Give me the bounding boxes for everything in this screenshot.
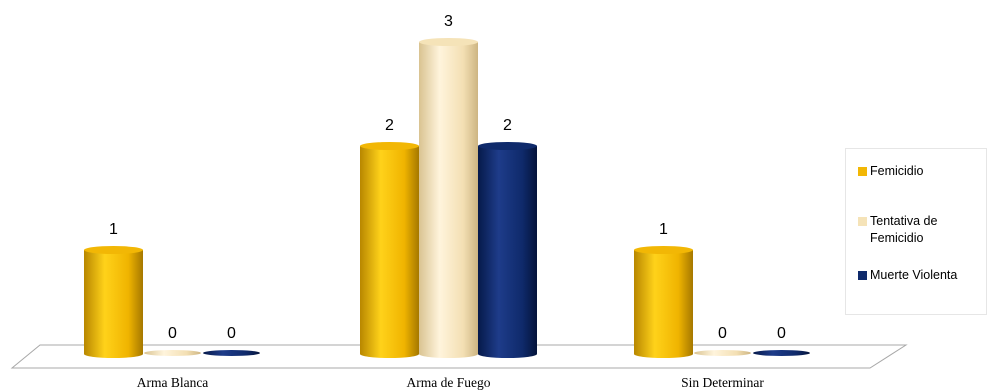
bar-top bbox=[634, 246, 693, 254]
bar-femicidio bbox=[360, 142, 419, 358]
legend: Femicidio Tentativa de Femicidio Muerte … bbox=[845, 148, 987, 315]
legend-swatch-muerte-violenta bbox=[858, 271, 867, 280]
bar-top bbox=[419, 38, 478, 46]
data-label: 3 bbox=[444, 13, 453, 30]
bar-muerte-violenta bbox=[753, 350, 810, 356]
category-label: Sin Determinar bbox=[681, 375, 764, 390]
legend-swatch-femicidio bbox=[858, 167, 867, 176]
bar-base bbox=[84, 350, 143, 358]
bar-body bbox=[634, 250, 693, 354]
legend-item-tentativa: Tentativa de Femicidio bbox=[858, 213, 985, 247]
data-label: 2 bbox=[503, 117, 512, 134]
bar-body bbox=[419, 42, 478, 354]
bar-flat bbox=[694, 350, 751, 356]
bar-tentativa-de-femicidio bbox=[419, 38, 478, 358]
bar-top bbox=[360, 142, 419, 150]
data-label: 0 bbox=[718, 325, 727, 342]
bar-base bbox=[360, 350, 419, 358]
category-label: Arma Blanca bbox=[137, 375, 209, 390]
bar-base bbox=[478, 350, 537, 358]
category-label: Arma de Fuego bbox=[407, 375, 491, 390]
bar-femicidio bbox=[84, 246, 143, 358]
legend-item-femicidio: Femicidio bbox=[858, 163, 985, 180]
bar-tentativa-de-femicidio bbox=[694, 350, 751, 356]
bar-flat bbox=[753, 350, 810, 356]
bar-base bbox=[419, 350, 478, 358]
data-label: 1 bbox=[659, 221, 668, 238]
bar-flat bbox=[203, 350, 260, 356]
legend-label: Tentativa de Femicidio bbox=[870, 214, 938, 245]
legend-label: Muerte Violenta bbox=[870, 268, 958, 282]
bar-flat bbox=[144, 350, 201, 356]
data-label: 1 bbox=[109, 221, 118, 238]
bar-body bbox=[360, 146, 419, 354]
data-label: 0 bbox=[777, 325, 786, 342]
legend-item-muerte-violenta: Muerte Violenta bbox=[858, 267, 985, 284]
legend-label: Femicidio bbox=[870, 164, 924, 178]
data-label: 2 bbox=[385, 117, 394, 134]
bar-tentativa-de-femicidio bbox=[144, 350, 201, 356]
bar-top bbox=[84, 246, 143, 254]
bar-femicidio bbox=[634, 246, 693, 358]
bar-body bbox=[478, 146, 537, 354]
bar-body bbox=[84, 250, 143, 354]
bar-muerte-violenta bbox=[203, 350, 260, 356]
bar-base bbox=[634, 350, 693, 358]
legend-swatch-tentativa bbox=[858, 217, 867, 226]
data-label: 0 bbox=[227, 325, 236, 342]
bar-top bbox=[478, 142, 537, 150]
bar-muerte-violenta bbox=[478, 142, 537, 358]
data-label: 0 bbox=[168, 325, 177, 342]
